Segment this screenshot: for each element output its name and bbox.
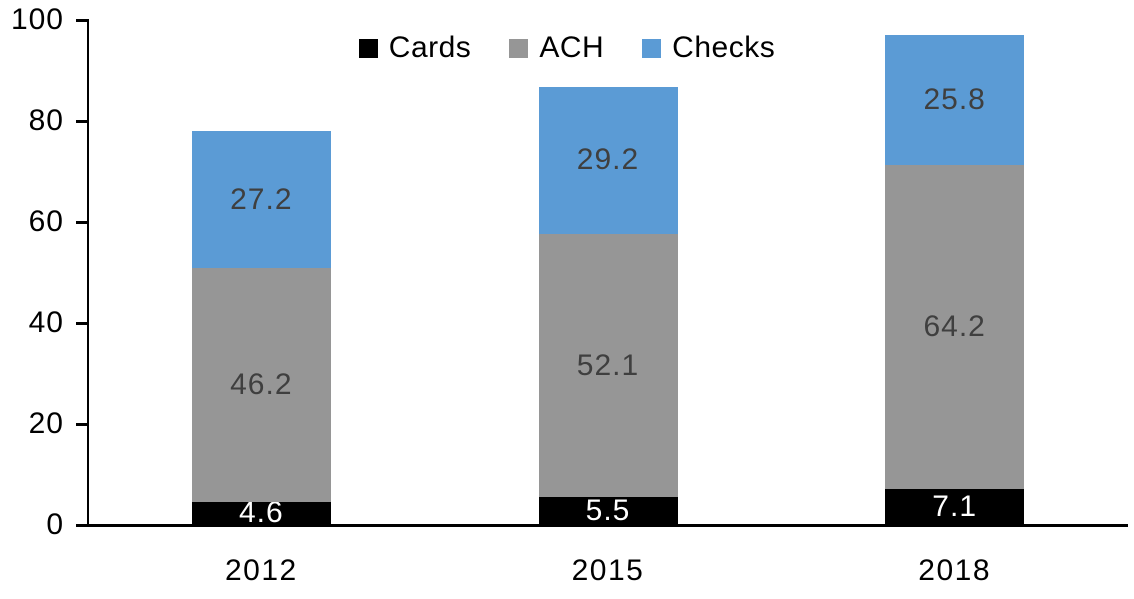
y-tick-mark xyxy=(76,18,89,22)
legend-label: ACH xyxy=(539,31,605,64)
bar-segment-checks: 27.2 xyxy=(191,131,331,269)
y-tick-label: 80 xyxy=(28,104,64,137)
y-tick-mark xyxy=(76,220,89,224)
data-label: 5.5 xyxy=(585,494,631,528)
x-axis-label: 2015 xyxy=(571,554,645,587)
x-axis-label: 2012 xyxy=(224,554,298,587)
legend-label: Checks xyxy=(672,31,776,64)
x-axis-line xyxy=(87,524,1128,527)
bar-segment-checks: 25.8 xyxy=(885,34,1025,165)
bar-segment-cards: 7.1 xyxy=(885,489,1025,525)
data-label: 27.2 xyxy=(230,182,293,216)
y-tick-mark xyxy=(76,523,89,527)
y-tick-label: 60 xyxy=(28,205,64,238)
legend-swatch-icon xyxy=(358,38,378,58)
y-tick-label: 20 xyxy=(28,407,64,440)
y-tick-label: 100 xyxy=(10,3,64,36)
y-tick-label: 40 xyxy=(28,306,64,339)
data-label: 64.2 xyxy=(923,310,986,344)
y-tick-mark xyxy=(76,119,89,123)
data-label: 4.6 xyxy=(238,496,284,530)
y-tick-label: 0 xyxy=(46,508,64,541)
y-axis-line xyxy=(87,20,89,527)
data-label: 7.1 xyxy=(932,490,978,524)
legend-item-checks: Checks xyxy=(642,33,775,63)
legend-item-cards: Cards xyxy=(358,31,472,64)
legend-item-ach: ACH xyxy=(509,33,604,63)
bar-segment-ach: 52.1 xyxy=(538,234,678,498)
legend-label: Cards xyxy=(388,31,472,64)
data-label: 29.2 xyxy=(576,143,640,177)
chart-legend: Cards ACH Checks xyxy=(0,31,1134,65)
bar-segment-ach: 64.2 xyxy=(885,164,1025,490)
legend-swatch-icon xyxy=(509,38,529,58)
data-label: 25.8 xyxy=(923,82,986,116)
bar-segment-cards: 4.6 xyxy=(191,498,331,528)
x-axis-label: 2018 xyxy=(918,554,992,587)
y-tick-mark xyxy=(76,422,89,426)
legend-swatch-icon xyxy=(642,38,662,58)
y-tick-mark xyxy=(76,321,89,325)
data-label: 52.1 xyxy=(576,348,640,382)
bar-segment-checks: 29.2 xyxy=(538,86,678,235)
bar-segment-cards: 5.5 xyxy=(538,494,678,528)
bar-segment-ach: 46.2 xyxy=(191,268,331,502)
data-label: 46.2 xyxy=(230,368,293,402)
